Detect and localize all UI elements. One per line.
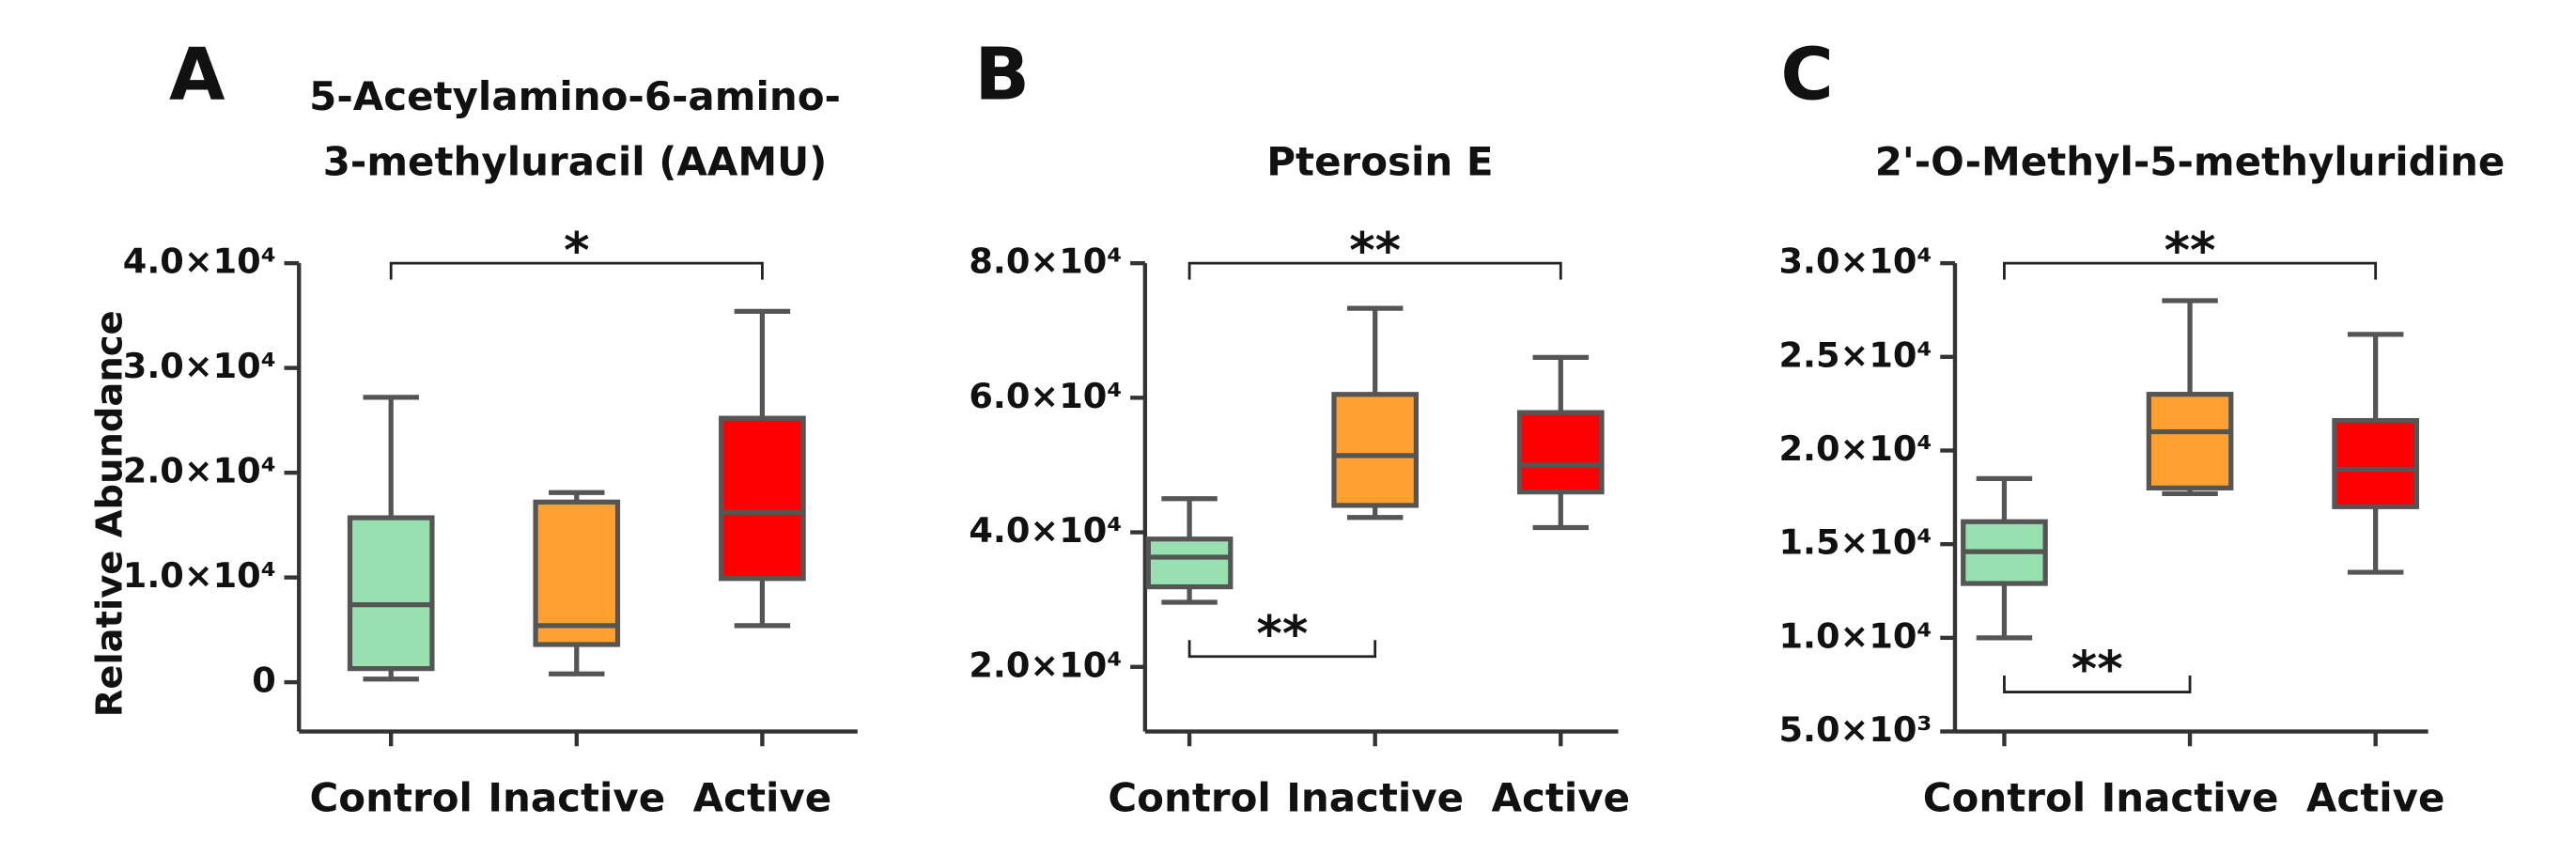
significance-bracket xyxy=(1187,640,1377,659)
box xyxy=(533,499,621,647)
x-tick-label: Inactive xyxy=(488,774,665,820)
x-tick-label: Control xyxy=(1923,774,2086,820)
significance-label: * xyxy=(564,222,589,279)
x-tick-label: Active xyxy=(693,774,832,820)
x-tick-label: Inactive xyxy=(2102,774,2279,820)
panel-letter: A xyxy=(169,33,225,117)
box xyxy=(719,415,806,582)
x-tick-label: Inactive xyxy=(1286,774,1464,820)
y-tick-label: 4.0×10⁴ xyxy=(123,241,276,282)
panel: C 2'-O-Methyl-5-methyluridine 5.0×10³ 1.0×1… xyxy=(1779,33,2506,820)
panel: A 5-Acetylamino-6-amino- 3-methyluracil (A… xyxy=(88,33,858,820)
y-tick-label: 2.0×10⁴ xyxy=(123,451,276,491)
y-tick-label: 1.5×10⁴ xyxy=(1779,522,1932,563)
chart-title: 5-Acetylamino-6-amino- xyxy=(309,73,841,119)
x-tick-label: Control xyxy=(1108,774,1270,820)
panel: B Pterosin E 2.0×10⁴ 4.0×10⁴ 6.0×10⁴ 8.0×10⁴ C… xyxy=(969,33,1630,820)
panel-letter: C xyxy=(1780,33,1833,117)
box xyxy=(1516,410,1605,495)
x-tick-label: Control xyxy=(309,774,472,820)
panel-letter: B xyxy=(974,33,1030,117)
box xyxy=(1145,536,1234,590)
y-tick-label: 0 xyxy=(252,661,276,701)
significance-label: ** xyxy=(2072,641,2123,698)
x-tick-label: Active xyxy=(2306,774,2445,820)
box xyxy=(347,515,435,672)
y-axis-label: Relative Abundance xyxy=(88,310,131,717)
y-tick-label: 6.0×10⁴ xyxy=(969,376,1122,416)
y-tick-label: 4.0×10⁴ xyxy=(969,510,1122,551)
significance-bracket xyxy=(2003,261,2378,280)
chart-title: 2'-O-Methyl-5-methyluridine xyxy=(1875,139,2506,185)
y-tick-label: 1.0×10⁴ xyxy=(123,555,276,596)
y-tick-label: 2.0×10⁴ xyxy=(969,645,1122,685)
box xyxy=(2332,417,2419,509)
y-tick-label: 2.5×10⁴ xyxy=(1779,334,1932,375)
significance-label: ** xyxy=(1256,605,1308,662)
significance-label: ** xyxy=(2165,222,2216,279)
y-tick-label: 3.0×10⁴ xyxy=(123,346,276,386)
chart-title: Pterosin E xyxy=(1266,139,1493,185)
y-tick-label: 2.0×10⁴ xyxy=(1779,428,1932,469)
box xyxy=(2146,392,2234,490)
chart-title: 3-methyluracil (AAMU) xyxy=(323,139,828,185)
y-tick-label: 3.0×10⁴ xyxy=(1779,241,1932,282)
significance-bracket xyxy=(2003,676,2192,693)
significance-label: ** xyxy=(1349,222,1401,279)
y-tick-label: 1.0×10⁴ xyxy=(1779,615,1932,656)
y-tick-label: 8.0×10⁴ xyxy=(969,241,1122,282)
significance-bracket xyxy=(1187,261,1562,280)
significance-bracket xyxy=(389,261,764,280)
box xyxy=(1331,392,1420,508)
y-tick-label: 5.0×10³ xyxy=(1779,709,1932,750)
x-tick-label: Active xyxy=(1491,774,1630,820)
